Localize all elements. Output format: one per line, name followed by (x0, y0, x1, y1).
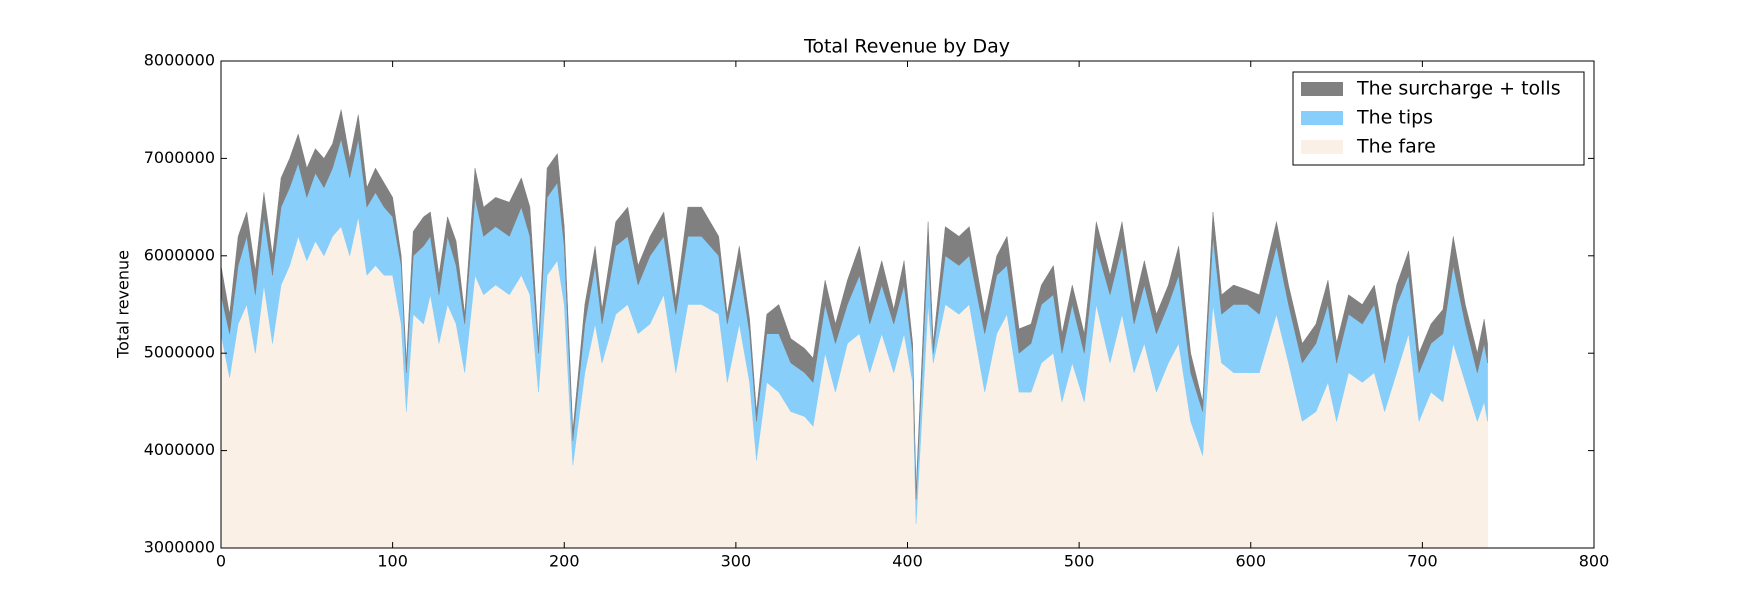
x-tick-label: 600 (1235, 552, 1266, 571)
legend: The surcharge + tolls The tips The fare (1292, 71, 1585, 166)
legend-label: The surcharge + tolls (1356, 78, 1561, 100)
plot-area (221, 109, 1488, 548)
y-tick-label: 3000000 (144, 538, 215, 557)
legend-swatch (1301, 111, 1343, 125)
legend-label: The tips (1356, 107, 1433, 129)
legend-swatch (1301, 82, 1343, 96)
x-tick-label: 800 (1579, 552, 1610, 571)
y-tick-label: 4000000 (144, 440, 215, 459)
x-tick-label: 200 (549, 552, 580, 571)
y-tick-label: 5000000 (144, 343, 215, 362)
y-tick-label: 8000000 (144, 51, 215, 70)
y-axis-label: Total revenue (114, 250, 133, 359)
legend-swatch (1301, 140, 1343, 154)
x-tick-label: 400 (892, 552, 923, 571)
x-tick-label: 500 (1064, 552, 1095, 571)
x-tick-label: 700 (1407, 552, 1438, 571)
area (221, 109, 1488, 500)
y-tick-label: 6000000 (144, 245, 215, 264)
y-tick-label: 7000000 (144, 148, 215, 167)
x-tick-label: 300 (721, 552, 752, 571)
legend-label: The fare (1356, 136, 1436, 158)
x-tick-label: 100 (377, 552, 408, 571)
x-tick-label: 0 (216, 552, 226, 571)
chart-title: Total Revenue by Day (803, 36, 1010, 58)
